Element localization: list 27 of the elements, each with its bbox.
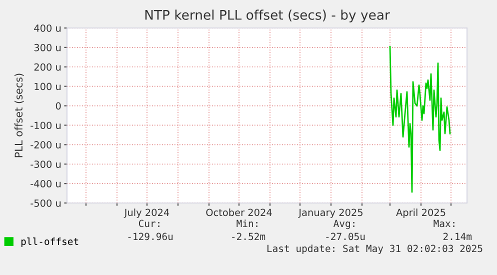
legend-label: pll-offset — [21, 238, 78, 247]
x-tick-label: July 2024 — [124, 208, 170, 218]
text: -27.05u — [326, 232, 365, 240]
text: Avg: — [333, 220, 354, 230]
y-tick-label: 100 u — [34, 82, 61, 90]
y-tick-label: 0 — [56, 102, 61, 110]
y-tick-label: -500 u — [30, 199, 61, 207]
chart-title: NTP kernel PLL offset (secs) - by year — [145, 10, 390, 22]
y-tick-label: 300 u — [34, 44, 61, 52]
y-tick-label: -300 u — [30, 160, 61, 168]
line-series — [389, 46, 451, 193]
x-tick-label: April 2025 — [396, 208, 446, 218]
y-tick-label: 400 u — [34, 24, 61, 32]
x-tick-label: January 2025 — [298, 208, 362, 218]
y-tick-label: -100 u — [30, 122, 61, 130]
y-axis-title: PLL offset (secs) — [14, 74, 24, 158]
y-tick-label: -400 u — [30, 180, 61, 188]
text: 2.14m — [443, 232, 472, 240]
y-tick-label: 200 u — [34, 63, 61, 71]
text: Max: — [434, 220, 454, 228]
y-tick-label: -200 u — [30, 141, 61, 148]
x-tick-label: October 2024 — [206, 208, 272, 216]
text: -2.52m — [232, 232, 266, 240]
text: Cur: — [138, 220, 160, 228]
text: Min: — [236, 220, 258, 227]
text: -129.96u — [128, 232, 173, 240]
text: Last update: Sat May 31 02:02:03 2025 — [267, 244, 482, 254]
